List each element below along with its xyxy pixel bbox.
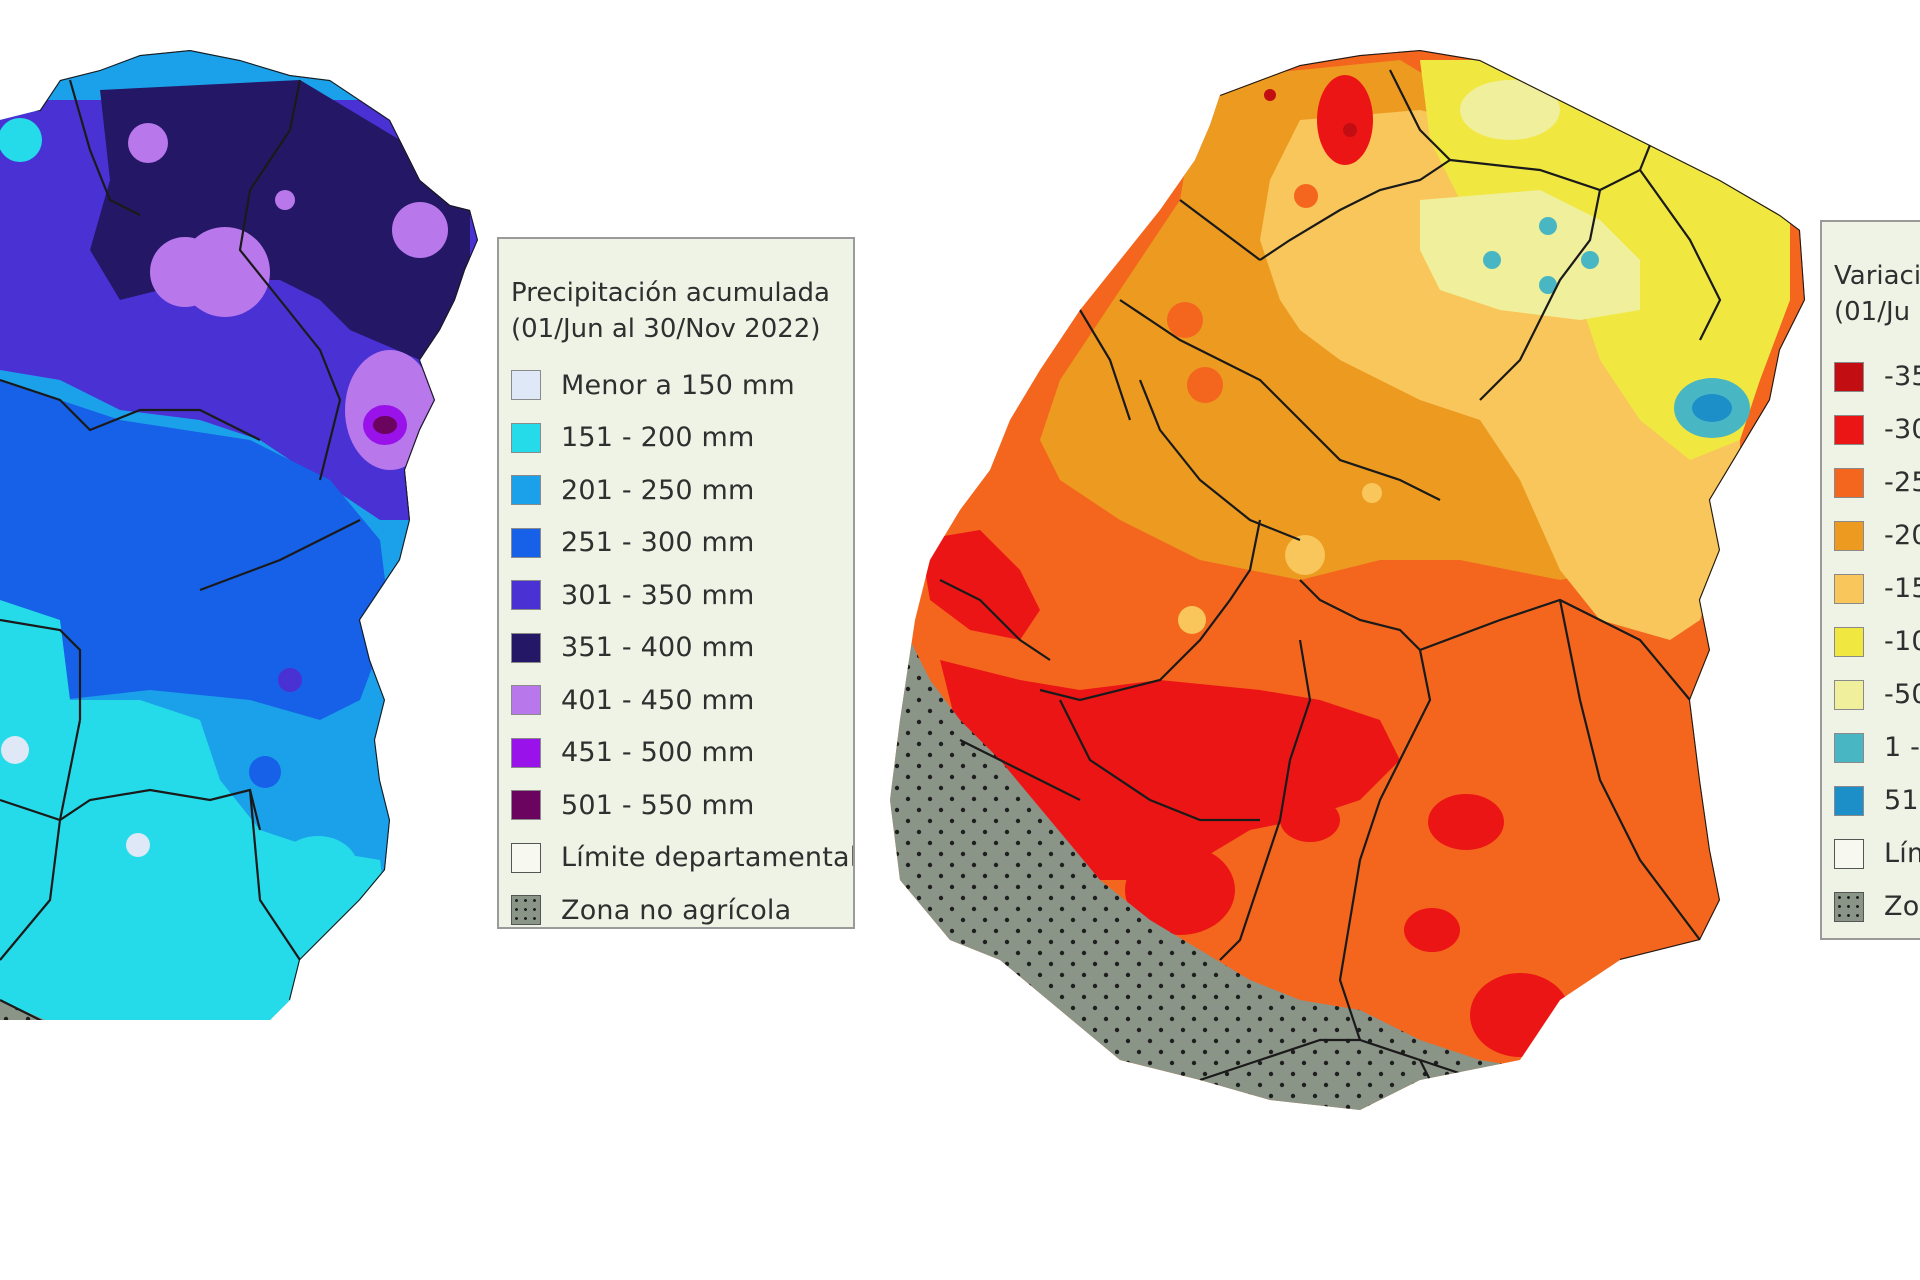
- legend-swatch: [511, 475, 541, 506]
- legend-item: -10: [1834, 615, 1920, 668]
- legend-item: 151 - 200 mm: [511, 412, 853, 465]
- legend-item: -15: [1834, 562, 1920, 615]
- legend-label: 451 - 500 mm: [561, 737, 755, 769]
- legend-swatch: [1834, 626, 1864, 657]
- legend-label: -15: [1884, 573, 1920, 604]
- legend-swatch: [511, 632, 541, 663]
- legend-swatch: [511, 790, 541, 821]
- legend-label: -50: [1884, 679, 1920, 710]
- legend-label: -20: [1884, 520, 1920, 551]
- legend-label: Zo: [1884, 891, 1920, 922]
- legend-subtitle: (01/Ju: [1834, 297, 1911, 327]
- legend-swatch: [511, 737, 541, 768]
- legend-label: 151 - 200 mm: [561, 422, 755, 454]
- legend-swatch: [1834, 467, 1864, 498]
- legend-item: Menor a 150 mm: [511, 359, 853, 412]
- legend-item: 51: [1834, 774, 1920, 827]
- legend-swatch-nonag: [1834, 891, 1864, 922]
- legend-item: 251 - 300 mm: [511, 517, 853, 570]
- legend-label: Lím: [1884, 838, 1920, 869]
- legend-label: 401 - 450 mm: [561, 684, 755, 716]
- legend-item: 201 - 250 mm: [511, 464, 853, 517]
- legend-item: -30: [1834, 403, 1920, 456]
- legend-items: -35 -30 -25 -20 -15 -10 -50 1 - 51: [1834, 350, 1920, 827]
- legend-swatch: [1834, 732, 1864, 763]
- legend-item-zona: Zona no agrícola: [511, 884, 853, 927]
- legend-subtitle: (01/Jun al 30/Nov 2022): [511, 314, 821, 344]
- legend-items: Menor a 150 mm 151 - 200 mm 201 - 250 mm 25…: [511, 359, 853, 832]
- legend-label: 251 - 300 mm: [561, 527, 755, 559]
- legend-swatch: [1834, 361, 1864, 392]
- legend-label: -25: [1884, 467, 1920, 498]
- legend-swatch: [1834, 573, 1864, 604]
- legend-swatch: [1834, 785, 1864, 816]
- legend-swatch: [1834, 679, 1864, 710]
- legend-title: Variaci: [1834, 261, 1920, 291]
- legend-swatch: [1834, 414, 1864, 445]
- legend-label: Menor a 150 mm: [561, 369, 795, 401]
- legend-item: -35: [1834, 350, 1920, 403]
- legend-item-limite: Lím: [1834, 827, 1920, 880]
- legend-label: 51: [1884, 785, 1919, 816]
- legend-swatch: [511, 527, 541, 558]
- legend-title: Precipitación acumulada: [511, 278, 830, 308]
- legend-swatch: [511, 685, 541, 716]
- precipitation-legend: Precipitación acumulada (01/Jun al 30/No…: [497, 237, 855, 929]
- legend-item: -50: [1834, 668, 1920, 721]
- legend-item: -25: [1834, 456, 1920, 509]
- legend-item-zona: Zo: [1834, 880, 1920, 933]
- legend-item: 401 - 450 mm: [511, 674, 853, 727]
- legend-swatch: [511, 370, 541, 401]
- legend-label: Límite departamental: [561, 842, 855, 874]
- legend-label: 1 -: [1884, 732, 1920, 763]
- legend-item: -20: [1834, 509, 1920, 562]
- legend-item: 451 - 500 mm: [511, 727, 853, 780]
- legend-swatch: [1834, 520, 1864, 551]
- legend-item: 351 - 400 mm: [511, 622, 853, 675]
- legend-swatch: [511, 422, 541, 453]
- legend-label: 351 - 400 mm: [561, 632, 755, 664]
- legend-label: 501 - 550 mm: [561, 789, 755, 821]
- legend-item: 501 - 550 mm: [511, 779, 853, 832]
- legend-item: 301 - 350 mm: [511, 569, 853, 622]
- legend-label: -35: [1884, 361, 1920, 392]
- legend-label: 301 - 350 mm: [561, 579, 755, 611]
- legend-swatch-outline: [1834, 838, 1864, 869]
- legend-swatch-nonag: [511, 895, 541, 926]
- legend-label: Zona no agrícola: [561, 894, 792, 926]
- variation-legend: Variaci (01/Ju -35 -30 -25 -20 -15 -10 -50 1 - 5…: [1820, 220, 1920, 940]
- legend-label: 201 - 250 mm: [561, 474, 755, 506]
- legend-swatch-outline: [511, 842, 541, 873]
- legend-item: 1 -: [1834, 721, 1920, 774]
- legend-item-limite: Límite departamental: [511, 832, 853, 885]
- legend-swatch: [511, 580, 541, 611]
- precipitation-map: [0, 50, 478, 1020]
- legend-label: -10: [1884, 626, 1920, 657]
- legend-label: -30: [1884, 414, 1920, 445]
